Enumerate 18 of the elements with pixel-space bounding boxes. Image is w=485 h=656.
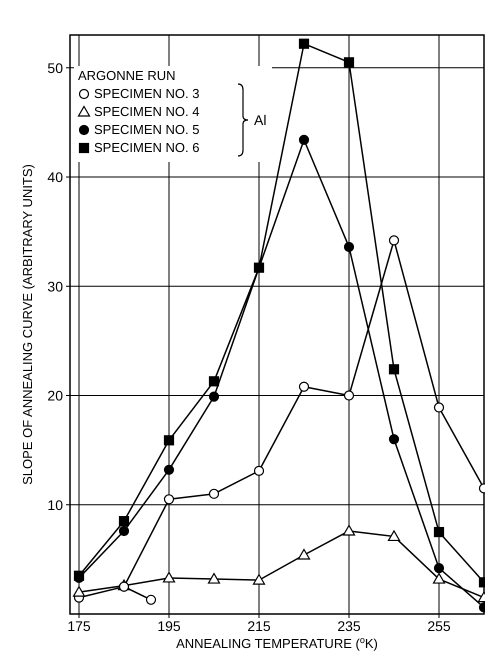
y-tick-label: 10 xyxy=(47,496,64,513)
annotation: Al xyxy=(254,112,266,128)
legend-label: SPECIMEN NO. 4 xyxy=(94,104,200,119)
y-tick-label: 40 xyxy=(47,169,64,186)
x-tick-label: 235 xyxy=(337,618,361,634)
legend-label: SPECIMEN NO. 3 xyxy=(94,86,200,101)
x-tick-label: 175 xyxy=(67,618,91,634)
legend-label: SPECIMEN NO. 6 xyxy=(94,140,200,155)
y-tick-label: 30 xyxy=(47,278,64,294)
x-tick-label: 215 xyxy=(247,618,271,634)
legend-title: ARGONNE RUN xyxy=(78,68,176,83)
legend-label: SPECIMEN NO. 5 xyxy=(94,122,200,137)
y-tick-label: 50 xyxy=(47,60,64,76)
x-tick-label: 195 xyxy=(157,618,181,634)
y-axis-title: SLOPE OF ANNEALING CURVE (ARBITRARY UNITS) xyxy=(20,164,35,485)
x-tick-label: 255 xyxy=(427,618,451,634)
x-axis-title: ANNEALING TEMPERATURE ($^{o}$K) xyxy=(176,635,378,651)
y-tick-label: 20 xyxy=(47,388,64,404)
